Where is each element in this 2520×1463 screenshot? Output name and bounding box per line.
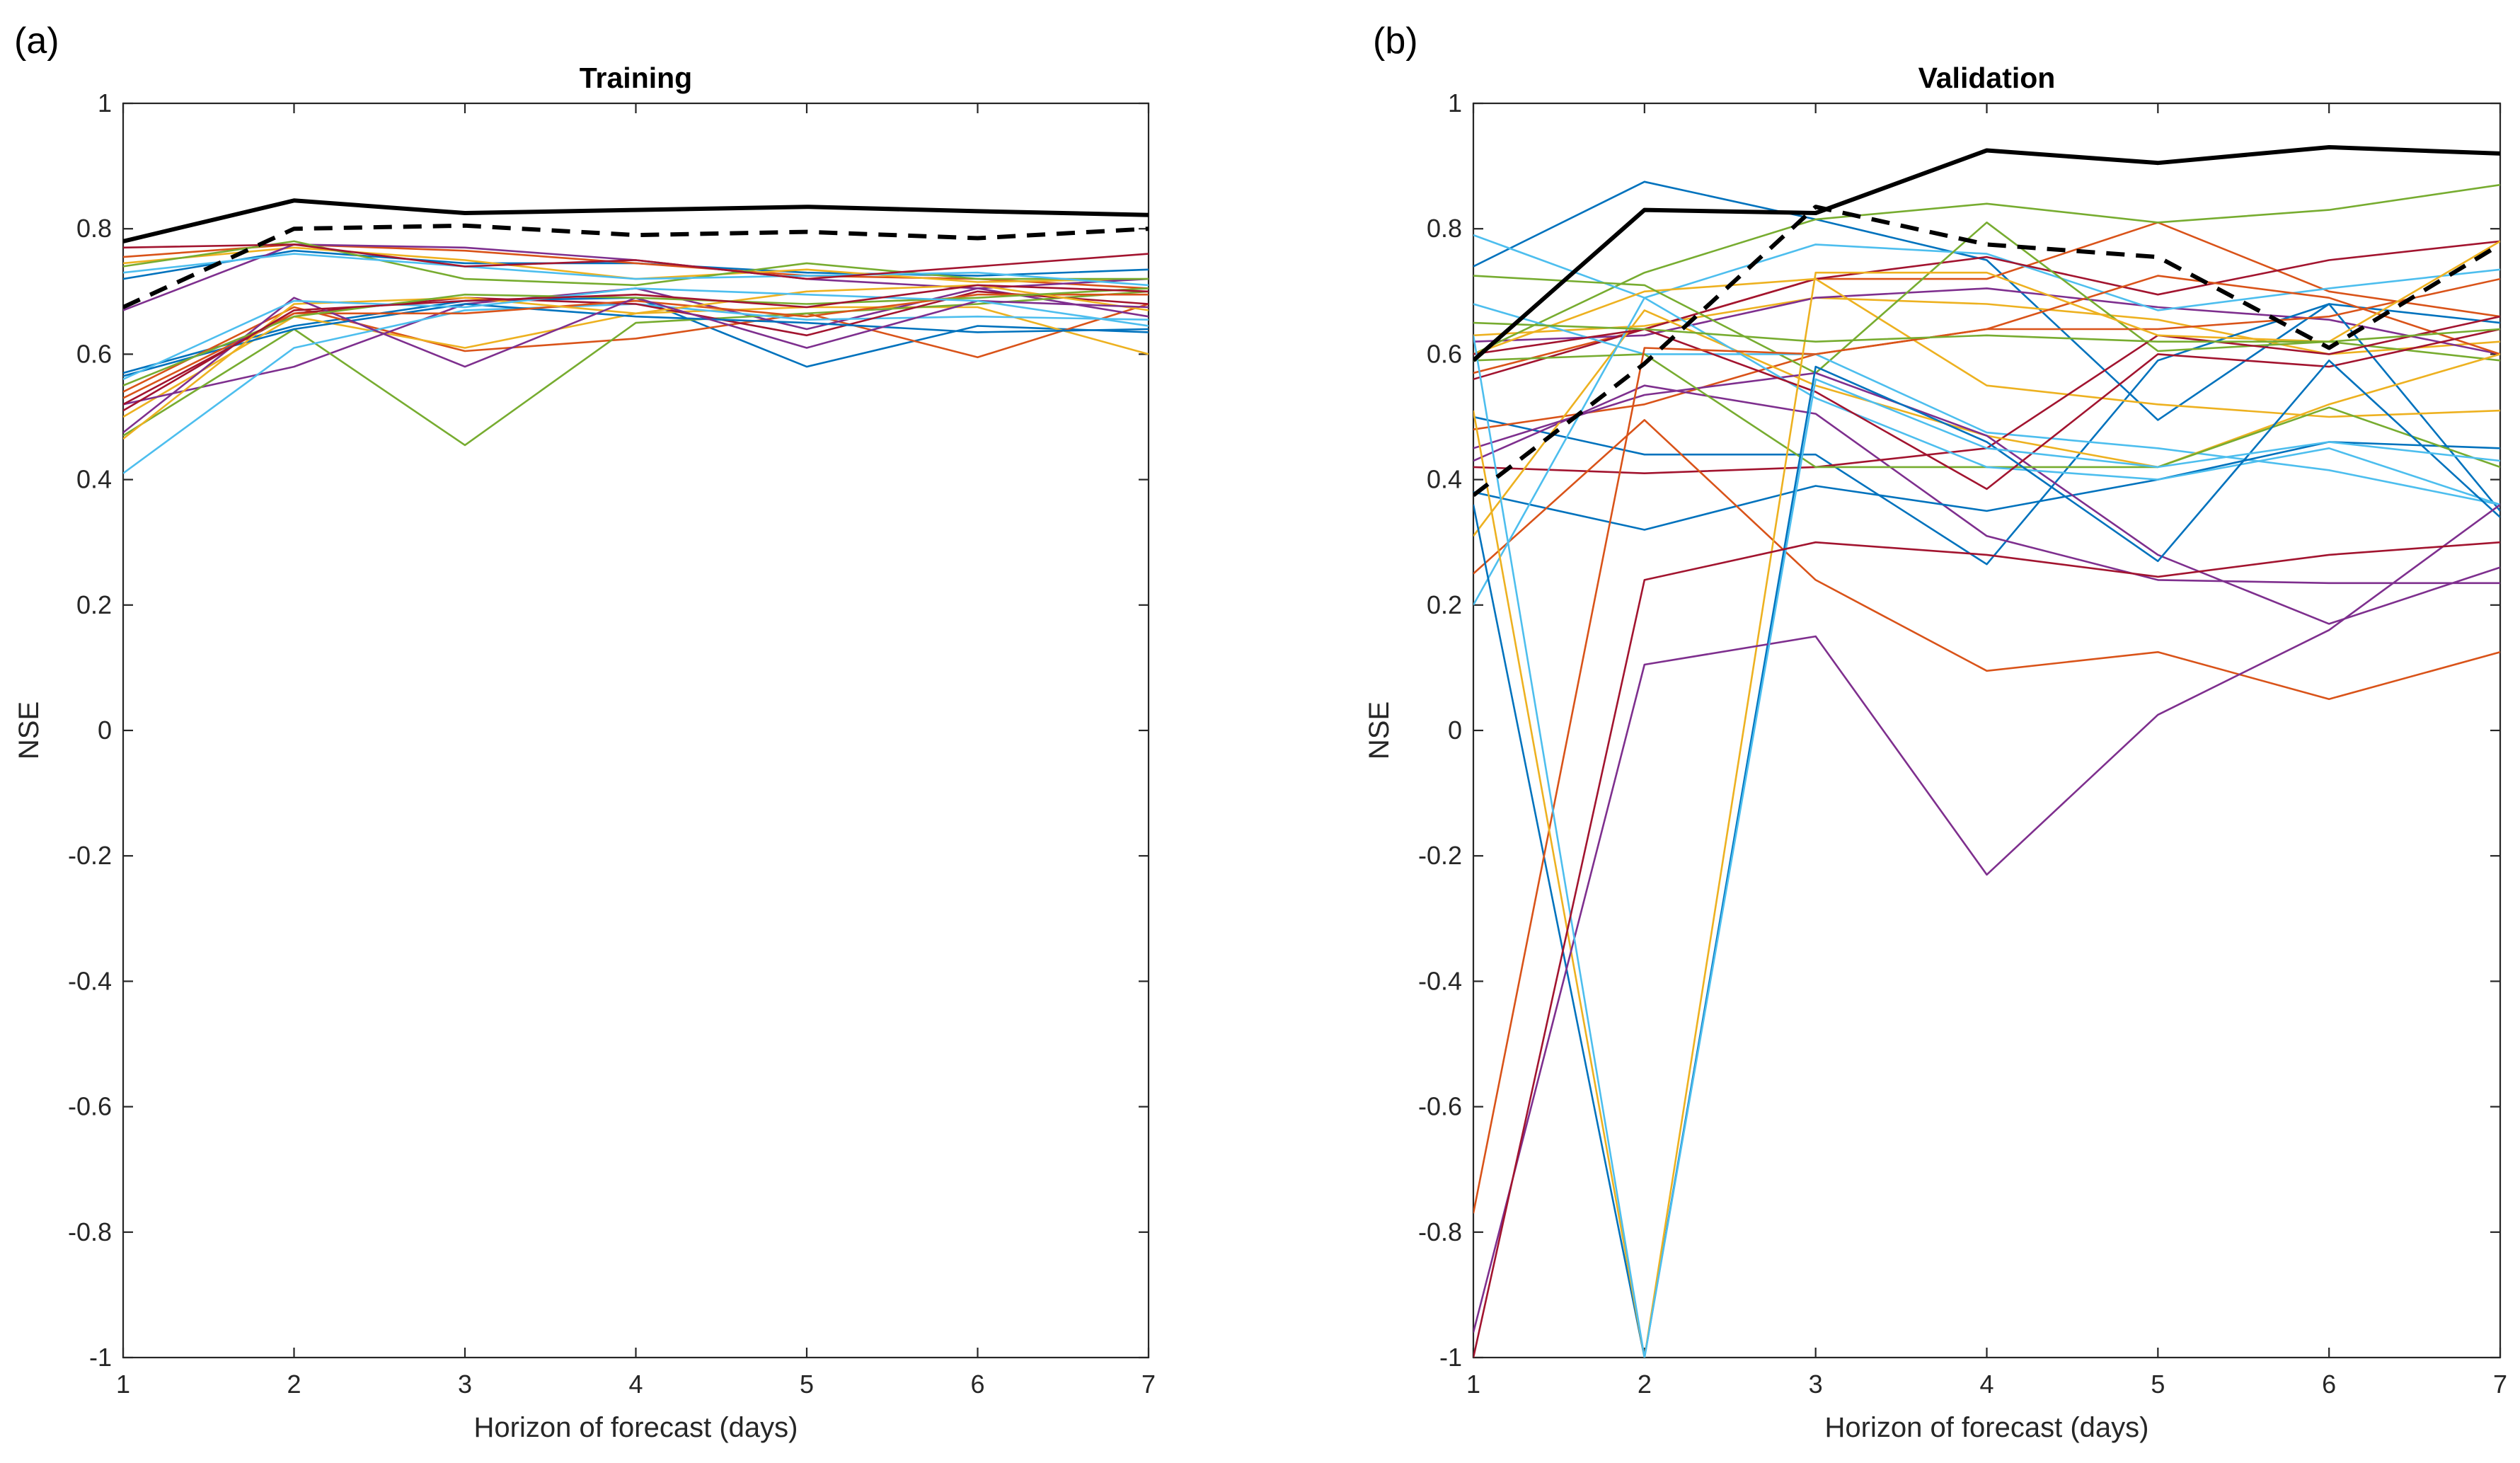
validation-ytick-label: -0.4 [1418, 966, 1462, 995]
training-series-line-15 [123, 303, 1149, 377]
training-xtick-label: 2 [287, 1370, 301, 1399]
validation-series-line-27 [1473, 335, 2500, 1358]
validation-xtick-label: 4 [1979, 1370, 1993, 1399]
training-ytick-label: -0.2 [68, 841, 112, 870]
validation-ytick-label: 0.2 [1427, 590, 1462, 619]
training-xlabel: Horizon of forecast (days) [474, 1412, 798, 1443]
training-ytick-label: 0.2 [76, 590, 112, 619]
validation-series-line-26 [1473, 321, 2500, 343]
validation-ytick-label: -0.6 [1418, 1092, 1462, 1121]
training-ytick-label: -1 [89, 1343, 112, 1372]
training-axes-box [122, 102, 1150, 1359]
validation-xlabel: Horizon of forecast (days) [1825, 1412, 2149, 1443]
training-ytick-label: 0.8 [76, 214, 112, 243]
validation-ytick-label: 0.8 [1427, 214, 1462, 243]
validation-series-line-23 [1473, 277, 2500, 1214]
validation-ytick-label: -0.2 [1418, 841, 1462, 870]
training-ytick-label: 1 [98, 88, 112, 117]
training-ytick-label: 0.4 [76, 465, 112, 494]
validation-series-line-16 [1473, 419, 2500, 701]
validation-axes-box [1472, 102, 2502, 1359]
validation-ytick-label: -0.8 [1418, 1217, 1462, 1246]
panel-label-a: (a) [14, 21, 59, 62]
validation-ytick-label: 0.4 [1427, 465, 1462, 494]
validation-series-line-8 [1473, 303, 2500, 566]
training-xtick-label: 7 [1141, 1370, 1156, 1399]
training-xtick-label: 3 [458, 1370, 472, 1399]
training-ytick-label: -0.8 [68, 1217, 112, 1246]
training-ytick-label: -0.4 [68, 966, 112, 995]
validation-series-line-4 [1473, 287, 2500, 355]
validation-ytick-label: 1 [1448, 88, 1462, 117]
training-xtick-label: 5 [800, 1370, 814, 1399]
panel-label-b: (b) [1373, 21, 1418, 62]
training-series-line-7 [123, 243, 1149, 280]
validation-series-line-28 [1473, 541, 2500, 1358]
training-ytick-label: -0.6 [68, 1092, 112, 1121]
training-series-line-5 [123, 240, 1149, 287]
training-ylabel: NSE [13, 701, 45, 759]
validation-series-line-20 [1473, 297, 2500, 606]
validation-title: Validation [1918, 62, 2056, 94]
validation-series-line-11 [1473, 384, 2500, 585]
validation-ytick-label: -1 [1439, 1343, 1462, 1372]
validation-series-line-22 [1473, 359, 2500, 1358]
validation-xtick-label: 1 [1466, 1370, 1480, 1399]
training-title: Training [580, 62, 692, 94]
validation-xtick-label: 3 [1809, 1370, 1823, 1399]
training-xtick-label: 1 [116, 1370, 130, 1399]
validation-series-line-10 [1473, 277, 2500, 418]
training-series-line-6 [123, 253, 1149, 287]
validation-best-line [1473, 145, 2500, 362]
validation-xtick-label: 7 [2493, 1370, 2507, 1399]
training-ytick-label: 0.6 [76, 339, 112, 368]
validation-series-group [1473, 145, 2500, 1358]
validation-chart: -1 -0.8 -0.6 -0.4 -0.2 0 0.2 0.4 0.6 0.8 1 1 2 3 4 5 6 7 V… [1364, 62, 2507, 1443]
training-series-line-9 [123, 303, 1149, 393]
training-series-line-19 [123, 287, 1149, 386]
validation-xtick-label: 2 [1638, 1370, 1652, 1399]
training-ytick-label: 0 [98, 716, 112, 745]
training-series-line-21 [123, 284, 1149, 412]
training-series-line-16 [123, 293, 1149, 399]
training-series-group [123, 198, 1149, 474]
validation-ytick-label: 0.6 [1427, 339, 1462, 368]
validation-xtick-label: 5 [2151, 1370, 2165, 1399]
training-best-line [123, 198, 1149, 243]
training-xtick-label: 6 [970, 1370, 984, 1399]
validation-ensemble-line [1473, 205, 2500, 498]
validation-series-line-18 [1473, 372, 2500, 625]
validation-ylabel: NSE [1364, 701, 1395, 759]
validation-series-line-25 [1473, 503, 2500, 1333]
validation-series-line-5 [1473, 183, 2500, 355]
training-chart: -1 -0.8 -0.6 -0.4 -0.2 0 0.2 0.4 0.6 0.8 1 1 2 3 4 5 6 7 T… [13, 62, 1156, 1443]
training-xtick-label: 4 [628, 1370, 643, 1399]
training-series-line-20 [123, 287, 1149, 380]
validation-xtick-label: 6 [2322, 1370, 2336, 1399]
training-ensemble-line [123, 223, 1149, 309]
validation-ytick-label: 0 [1448, 716, 1462, 745]
